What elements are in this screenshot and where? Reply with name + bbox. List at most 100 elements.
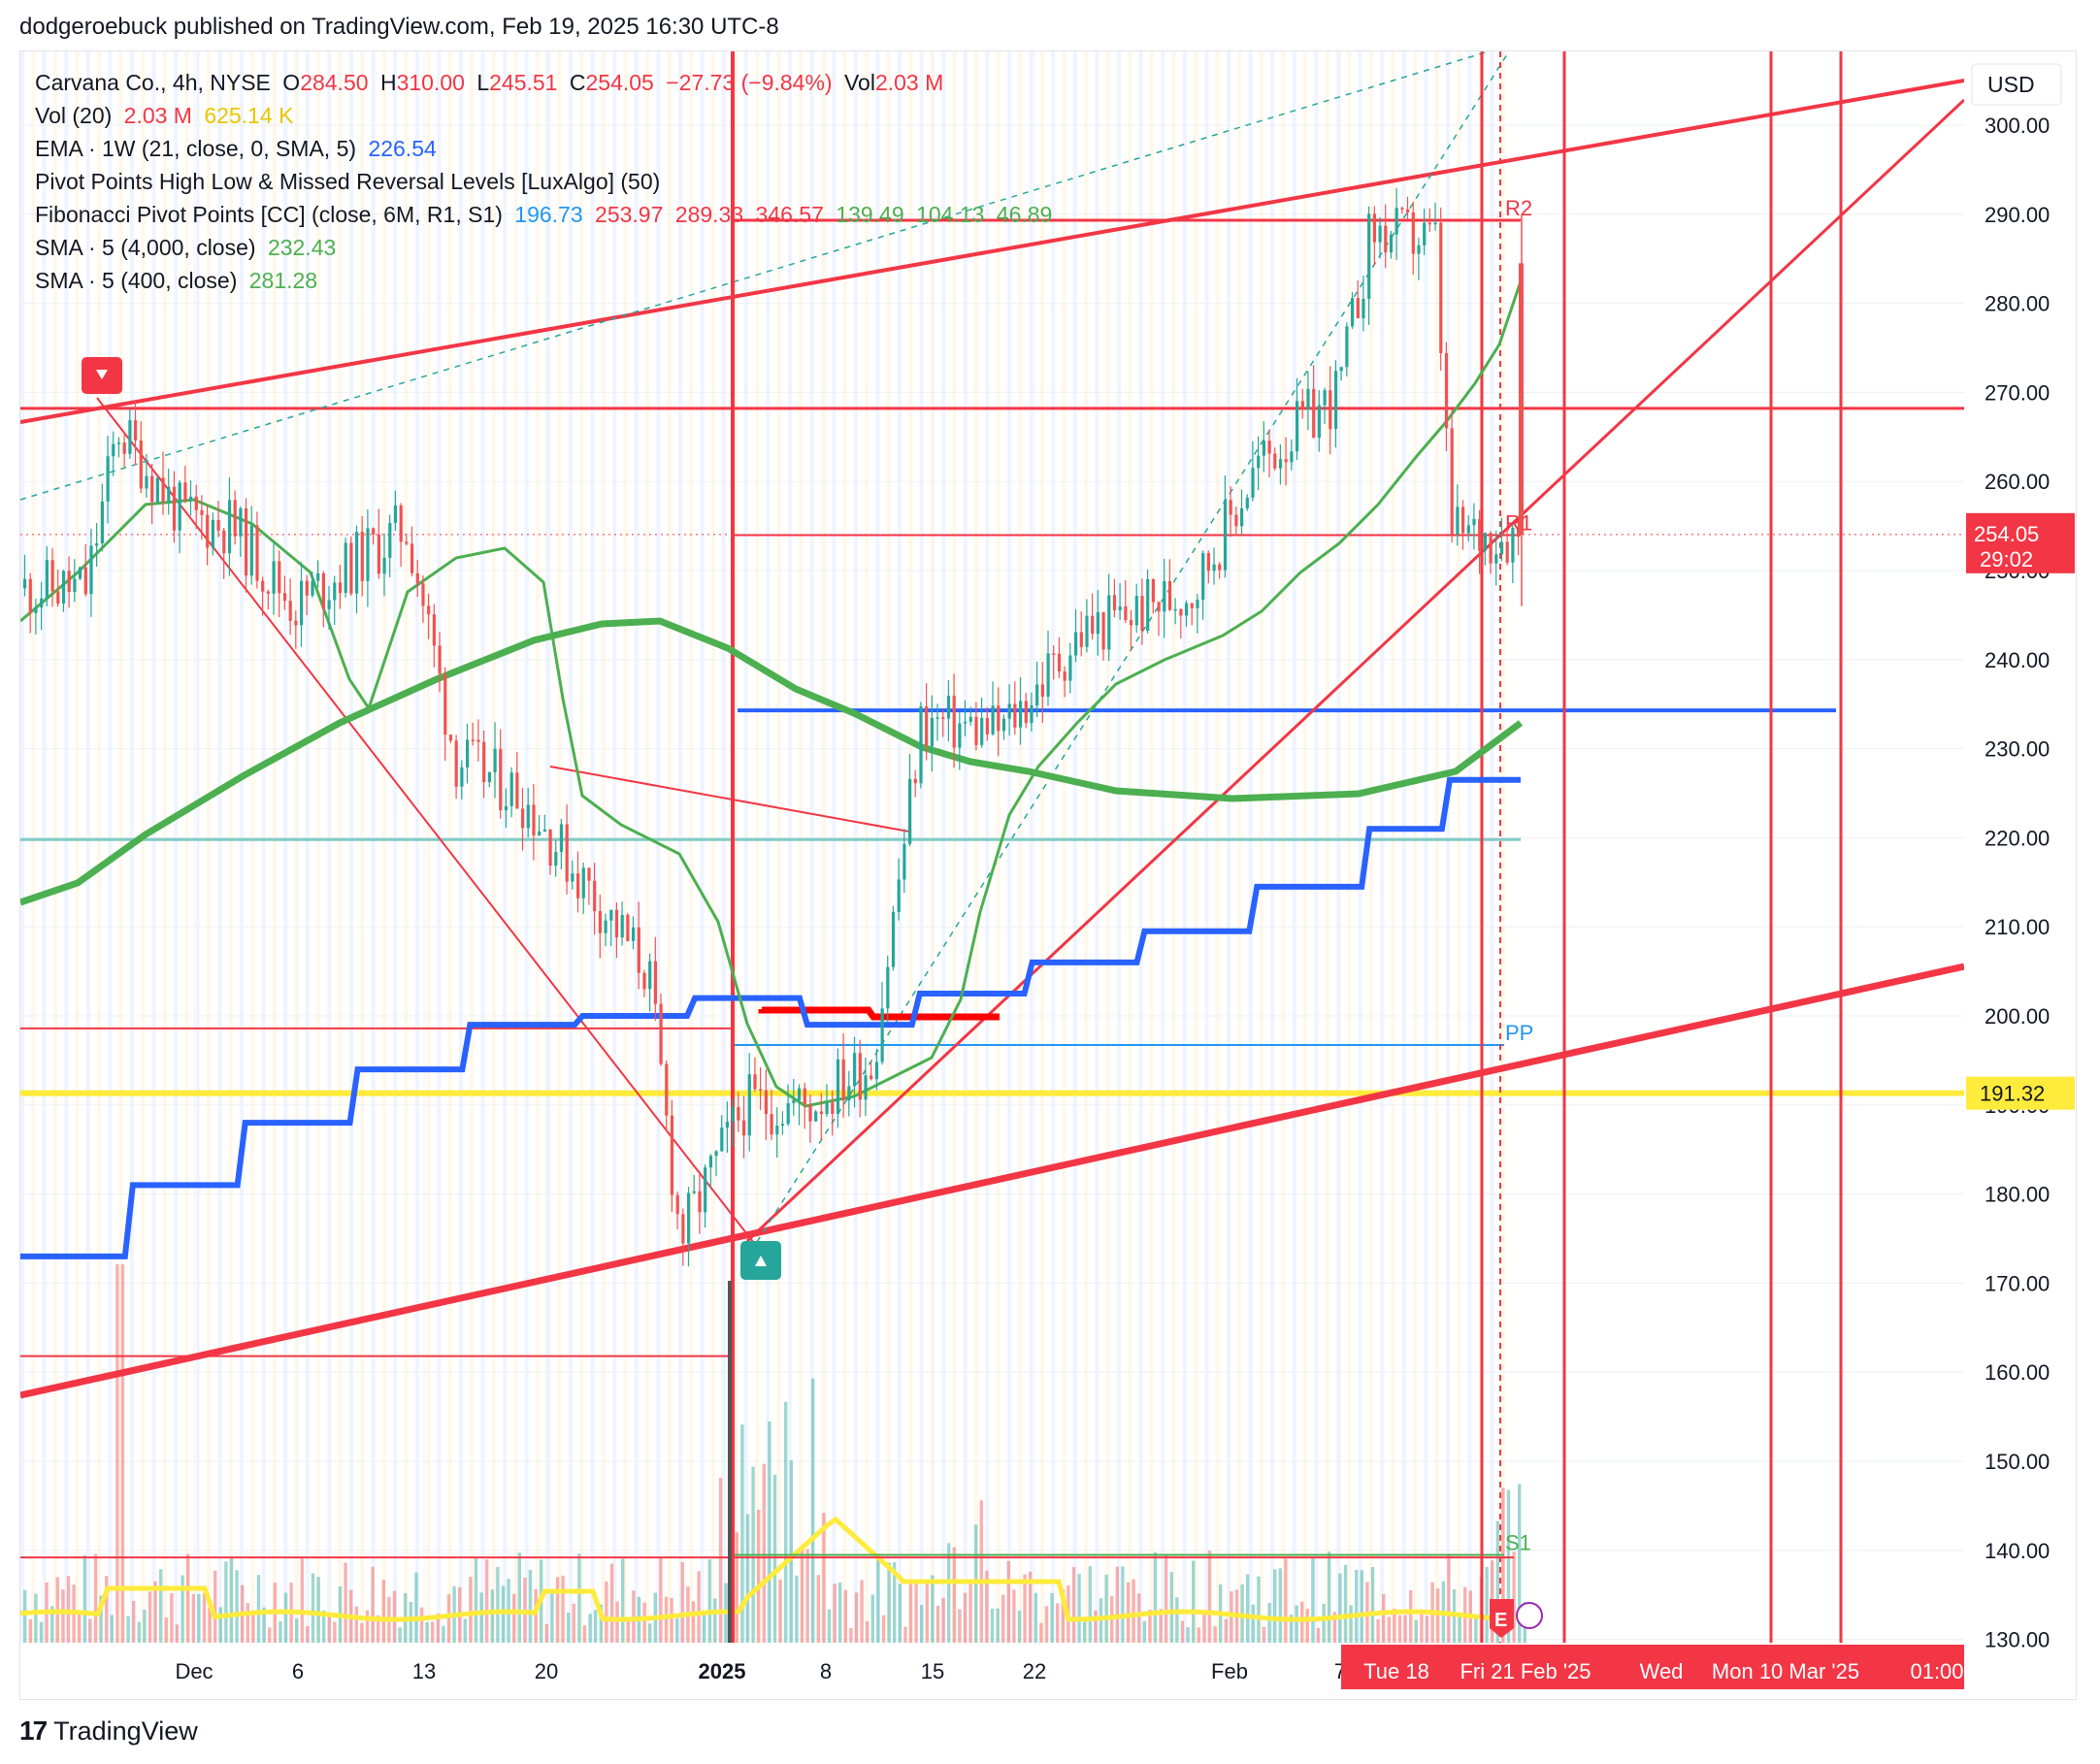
time-range-label: Fri 21 Feb '25: [1460, 1659, 1591, 1683]
candle-body: [1134, 596, 1138, 626]
price-tick-label: 200.00: [1985, 1004, 2050, 1029]
candle-body: [958, 723, 962, 748]
session-stripe: [755, 51, 760, 1643]
candle-body: [266, 591, 270, 594]
fib-pp: 196.73: [514, 202, 583, 227]
legend-symbol-row[interactable]: Carvana Co., 4h, NYSE O284.50 H310.00 L2…: [35, 66, 1052, 99]
candle-body: [227, 500, 232, 554]
volume-bar: [1257, 1576, 1261, 1643]
candle-body: [1040, 684, 1044, 697]
legend-ema-row[interactable]: EMA · 1W (21, close, 0, SMA, 5) 226.54: [35, 132, 1052, 165]
candle-body: [1185, 603, 1189, 616]
volume-bar: [1370, 1567, 1375, 1643]
candle-body: [974, 716, 978, 745]
volume-bar: [1186, 1626, 1190, 1643]
session-stripe: [898, 51, 902, 1643]
candle-body: [985, 717, 989, 735]
candle-body: [1007, 703, 1011, 719]
candle-body: [542, 829, 546, 832]
session-stripe: [1018, 51, 1023, 1643]
session-stripe: [941, 51, 946, 1643]
fib-r1: 253.97: [595, 202, 664, 227]
volume-bar: [1338, 1573, 1342, 1643]
candle-body: [1444, 352, 1449, 429]
legend-fib-row[interactable]: Fibonacci Pivot Points [CC] (close, 6M, …: [35, 198, 1052, 231]
volume-bar: [854, 1592, 859, 1643]
session-stripe: [536, 51, 541, 1643]
candle-body: [421, 583, 425, 606]
volume-bar: [1132, 1579, 1135, 1643]
session-stripe: [118, 51, 123, 1643]
session-stripe: [1391, 51, 1395, 1643]
volume-bar: [246, 1603, 249, 1643]
candle-body: [720, 1127, 724, 1152]
candle-body: [1317, 405, 1321, 439]
candle-body: [172, 486, 177, 531]
volume-bars: [23, 1264, 1526, 1643]
candle-body: [211, 519, 214, 548]
candle-body: [34, 606, 38, 613]
candle-body: [941, 717, 945, 719]
session-stripe: [381, 51, 386, 1643]
candle-body: [775, 1126, 779, 1135]
candle-body: [1218, 564, 1222, 571]
volume-bar: [1056, 1603, 1060, 1643]
session-stripe: [1227, 51, 1230, 1643]
volume-bar: [1039, 1622, 1043, 1643]
candle-body: [1024, 701, 1028, 724]
legend-sma4000-row[interactable]: SMA · 5 (4,000, close) 232.43: [35, 231, 1052, 264]
session-stripe: [327, 51, 332, 1643]
candle-body: [272, 561, 276, 594]
volume-bar: [561, 1575, 565, 1643]
volume-bar: [707, 1559, 711, 1643]
volume-bar: [1278, 1568, 1282, 1643]
volume-bar: [1403, 1615, 1407, 1643]
session-stripe: [963, 51, 968, 1643]
volume-bar: [148, 1591, 152, 1643]
candle-body: [681, 1214, 685, 1244]
fib-s2: 104.13: [916, 202, 985, 227]
vol20-value-1: 2.03 M: [123, 103, 192, 128]
candle-body: [28, 578, 32, 613]
volume-bar: [268, 1627, 272, 1643]
legend-sma400-row[interactable]: SMA · 5 (400, close) 281.28: [35, 264, 1052, 297]
volume-bar: [843, 1589, 847, 1643]
candle-body: [1019, 701, 1023, 728]
session-stripe: [809, 51, 814, 1643]
candle-body: [344, 542, 347, 594]
volume-bar: [958, 1609, 962, 1643]
volume-bar: [1382, 1593, 1386, 1643]
candle-body: [382, 557, 386, 574]
candle-body: [808, 1104, 812, 1122]
candle-body: [581, 867, 585, 898]
candle-body: [1179, 608, 1183, 616]
legend-vol20-row[interactable]: Vol (20) 2.03 M 625.14 K: [35, 99, 1052, 132]
volume-bar: [311, 1573, 315, 1643]
yellow-level-box: [1966, 1076, 2075, 1110]
candle-body: [327, 600, 331, 609]
session-stripe: [656, 51, 661, 1643]
candle-body: [626, 914, 630, 941]
volume-bar: [1251, 1604, 1255, 1643]
session-stripe: [1292, 51, 1296, 1643]
sma-400-line: [20, 280, 1523, 1108]
volume-bar: [126, 1616, 130, 1643]
yellow-level-label: 191.32: [1980, 1082, 2045, 1106]
volume-bar: [1360, 1570, 1363, 1643]
session-stripe: [261, 51, 266, 1643]
volume-bar: [175, 1624, 180, 1643]
candle-body: [747, 1074, 751, 1136]
volume-bar: [1012, 1589, 1016, 1643]
candle-body: [95, 543, 99, 546]
volume-bar: [1115, 1566, 1119, 1643]
candle-body: [1378, 225, 1382, 243]
legend-pivots-row[interactable]: Pivot Points High Low & Missed Reversal …: [35, 165, 1052, 198]
session-stripe: [305, 51, 310, 1643]
candle-body: [200, 509, 204, 515]
session-stripe: [151, 51, 156, 1643]
candle-body: [1406, 209, 1410, 212]
candle-body: [139, 440, 143, 489]
volume-bar: [680, 1561, 684, 1643]
footer-brand[interactable]: 17 TradingView: [19, 1715, 198, 1747]
